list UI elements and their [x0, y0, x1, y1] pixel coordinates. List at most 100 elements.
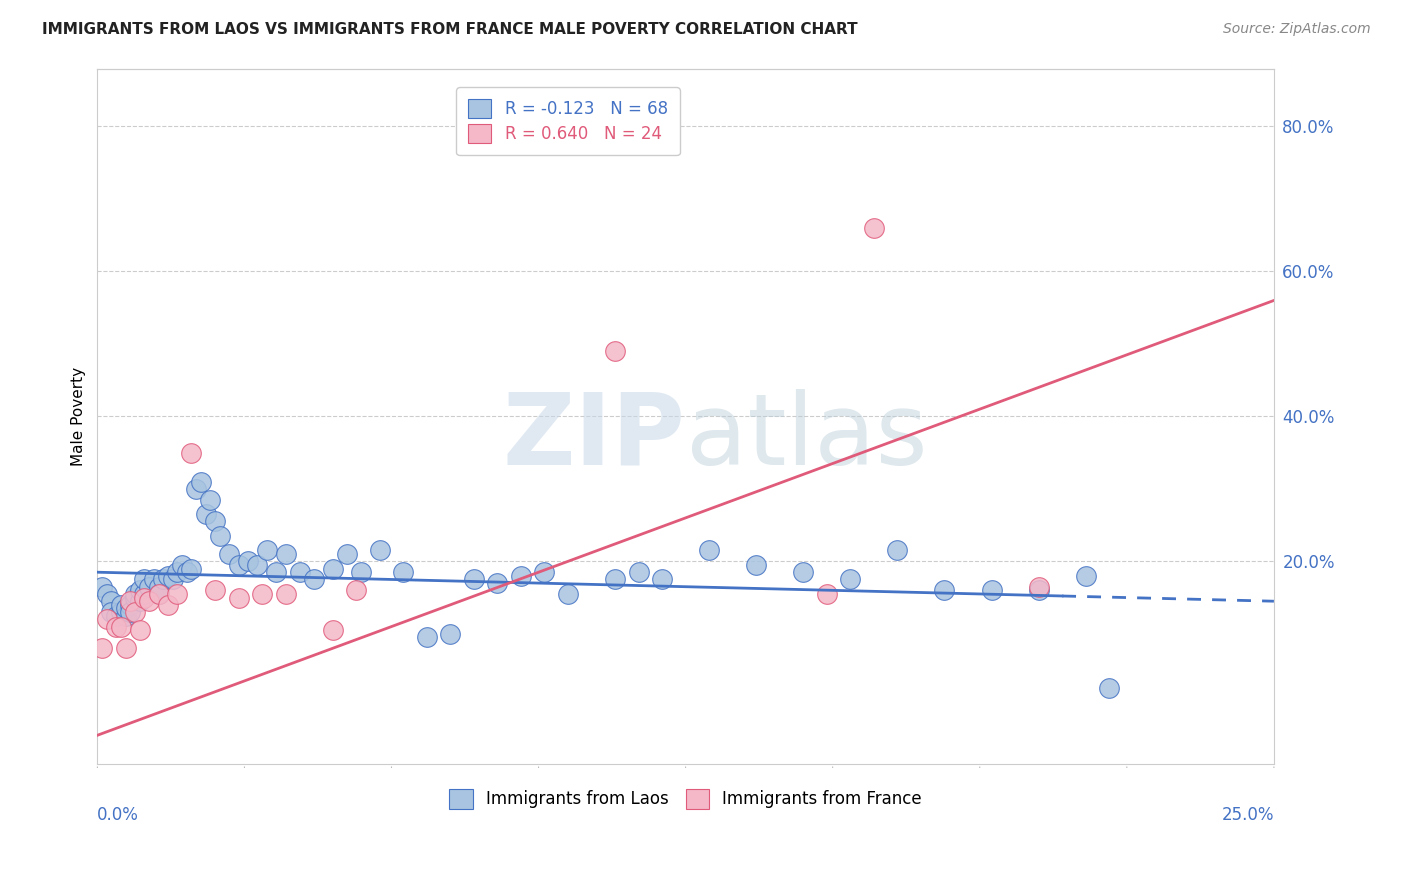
Point [194, 507, 217, 521]
Point [148, 587, 170, 601]
Point [1028, 580, 1050, 594]
Point [124, 591, 146, 605]
Point [416, 631, 439, 645]
Point [486, 576, 509, 591]
Point [697, 543, 720, 558]
Point [110, 619, 132, 633]
Point [228, 558, 250, 572]
Point [114, 601, 136, 615]
Point [368, 543, 391, 558]
Point [124, 587, 146, 601]
Text: ZIP: ZIP [503, 389, 686, 486]
Point [344, 583, 367, 598]
Point [128, 594, 150, 608]
Point [274, 547, 297, 561]
Point [114, 608, 136, 623]
Point [256, 543, 278, 558]
Point [105, 608, 128, 623]
Point [1074, 569, 1097, 583]
Point [815, 587, 838, 601]
Point [96, 587, 118, 601]
Point [170, 558, 193, 572]
Point [166, 587, 188, 601]
Point [91, 641, 114, 656]
Point [264, 565, 287, 579]
Point [745, 558, 768, 572]
Point [134, 591, 156, 605]
Point [105, 619, 128, 633]
Legend: Immigrants from Laos, Immigrants from France: Immigrants from Laos, Immigrants from Fr… [440, 780, 932, 819]
Point [91, 580, 114, 594]
Point [792, 565, 814, 579]
Point [142, 573, 165, 587]
Point [134, 573, 156, 587]
Point [863, 221, 886, 235]
Point [110, 598, 132, 612]
Point [152, 573, 174, 587]
Point [128, 583, 150, 598]
Point [1098, 681, 1121, 695]
Point [204, 515, 226, 529]
Point [190, 475, 212, 489]
Point [627, 565, 650, 579]
Point [288, 565, 311, 579]
Point [439, 627, 461, 641]
Point [120, 598, 142, 612]
Point [509, 569, 531, 583]
Point [236, 554, 259, 568]
Point [250, 587, 273, 601]
Point [603, 344, 626, 359]
Text: 0.0%: 0.0% [97, 806, 139, 824]
Point [208, 529, 231, 543]
Point [463, 573, 485, 587]
Point [980, 583, 1002, 598]
Point [156, 569, 179, 583]
Point [162, 573, 184, 587]
Text: IMMIGRANTS FROM LAOS VS IMMIGRANTS FROM FRANCE MALE POVERTY CORRELATION CHART: IMMIGRANTS FROM LAOS VS IMMIGRANTS FROM … [42, 22, 858, 37]
Point [176, 565, 198, 579]
Point [124, 605, 146, 619]
Point [148, 580, 170, 594]
Point [322, 623, 344, 637]
Point [128, 623, 150, 637]
Point [322, 561, 344, 575]
Point [200, 492, 222, 507]
Point [110, 605, 132, 619]
Point [138, 580, 160, 594]
Point [204, 583, 226, 598]
Point [100, 605, 122, 619]
Point [839, 573, 862, 587]
Point [651, 573, 673, 587]
Point [114, 641, 136, 656]
Point [100, 594, 122, 608]
Point [392, 565, 415, 579]
Point [533, 565, 555, 579]
Point [156, 598, 179, 612]
Point [186, 482, 208, 496]
Point [138, 594, 160, 608]
Text: 25.0%: 25.0% [1222, 806, 1274, 824]
Text: Source: ZipAtlas.com: Source: ZipAtlas.com [1223, 22, 1371, 37]
Point [886, 543, 908, 558]
Point [96, 612, 118, 626]
Point [218, 547, 240, 561]
Point [934, 583, 956, 598]
Point [180, 445, 202, 459]
Point [302, 573, 325, 587]
Point [336, 547, 359, 561]
Text: atlas: atlas [686, 389, 928, 486]
Point [120, 594, 142, 608]
Point [228, 591, 250, 605]
Point [557, 587, 579, 601]
Point [166, 565, 188, 579]
Point [246, 558, 269, 572]
Y-axis label: Male Poverty: Male Poverty [72, 367, 86, 466]
Point [274, 587, 297, 601]
Point [148, 587, 170, 601]
Point [1028, 583, 1050, 598]
Point [120, 605, 142, 619]
Point [134, 587, 156, 601]
Point [180, 561, 202, 575]
Point [350, 565, 373, 579]
Point [603, 573, 626, 587]
